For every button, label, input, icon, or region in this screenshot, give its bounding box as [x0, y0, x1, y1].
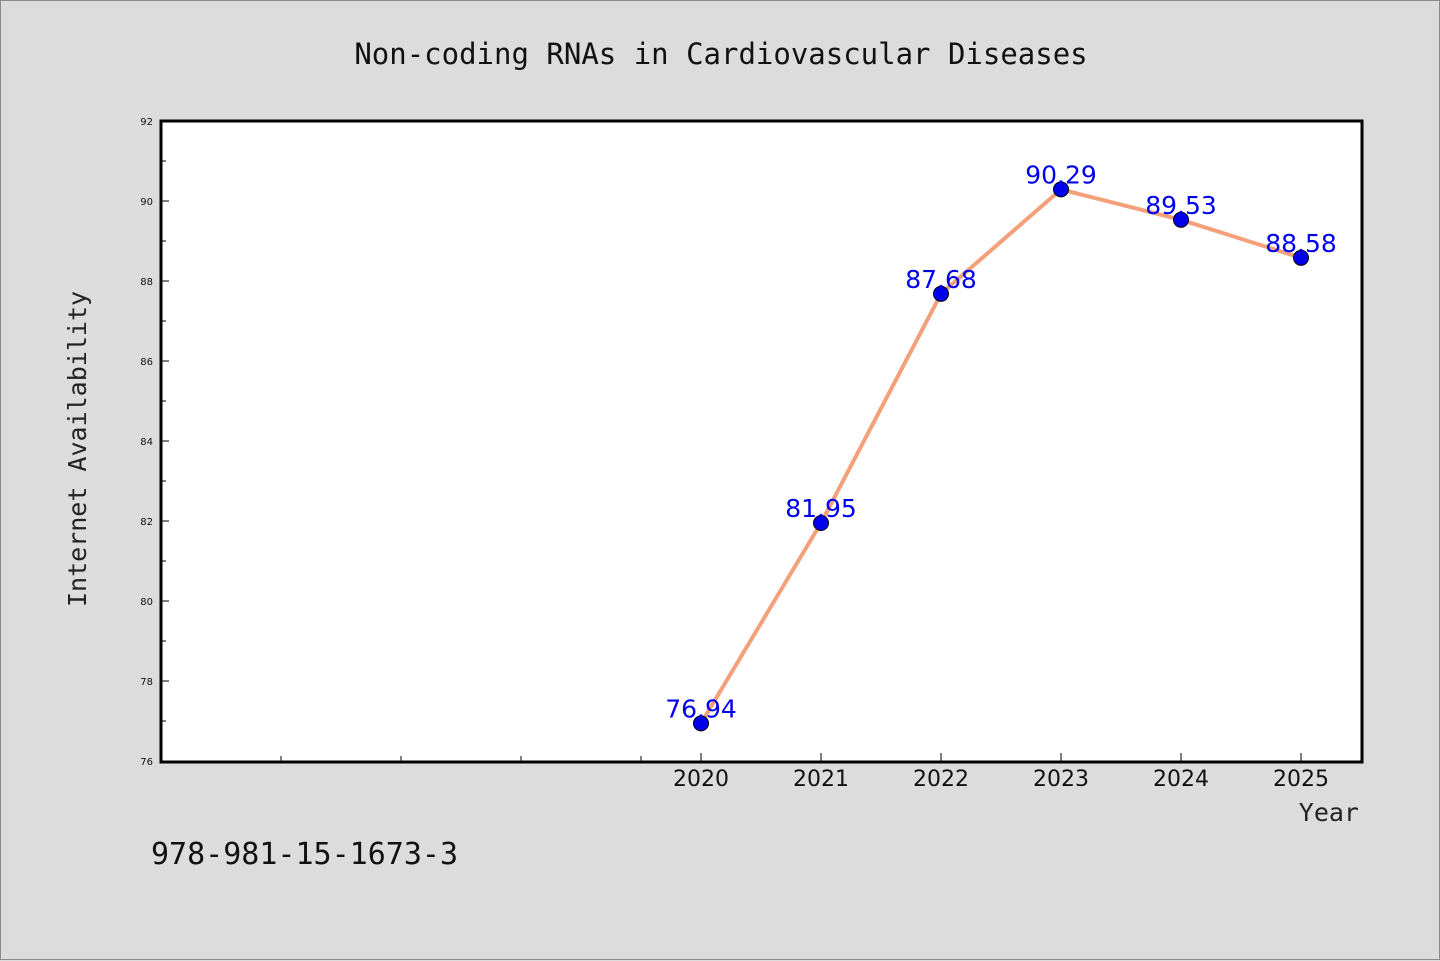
y-tick-label: 82 — [140, 517, 153, 528]
data-point — [813, 515, 829, 531]
data-label: 90.29 — [1025, 160, 1097, 189]
series-line-group — [699, 187, 1302, 725]
x-axis: 2020 2021 2022 2023 2024 2025 — [280, 753, 1329, 792]
y-tick-label: 90 — [140, 197, 153, 208]
chart-title: Non-coding RNAs in Cardiovascular Diseas… — [354, 37, 1087, 71]
data-label-group: 76.94 81.95 87.68 90.29 89.53 88.58 — [665, 160, 1337, 723]
marker-group — [693, 181, 1309, 732]
data-point — [933, 285, 949, 302]
data-point — [1173, 211, 1189, 228]
y-tick-label: 92 — [140, 117, 153, 128]
y-tick-label: 84 — [140, 437, 153, 448]
x-axis-label: Year — [1299, 798, 1359, 827]
x-tick-label: 2020 — [673, 767, 729, 792]
y-tick-label: 86 — [140, 357, 153, 368]
y-axis-label: Internet Availability — [63, 291, 92, 607]
y-axis: 76 78 80 82 84 86 88 90 92 — [140, 117, 169, 768]
series-line — [699, 187, 1302, 725]
x-tick-label: 2024 — [1153, 767, 1209, 792]
data-label: 81.95 — [785, 494, 857, 523]
y-tick-label: 80 — [140, 597, 153, 608]
data-point — [693, 715, 709, 732]
data-label: 87.68 — [905, 265, 977, 294]
isbn-code: 978-981-15-1673-3 — [151, 837, 458, 872]
x-tick-label: 2022 — [913, 767, 969, 792]
plot-area — [159, 119, 1364, 764]
data-point — [1293, 249, 1309, 266]
data-label: 88.58 — [1265, 229, 1337, 258]
y-tick-label: 88 — [140, 277, 153, 288]
x-tick-label: 2025 — [1273, 767, 1329, 792]
x-tick-label: 2021 — [793, 767, 849, 792]
data-point — [1053, 181, 1069, 198]
y-tick-label: 78 — [140, 677, 153, 688]
x-tick-label: 2023 — [1033, 767, 1089, 792]
data-label: 76.94 — [665, 694, 737, 723]
y-tick-label: 76 — [140, 757, 153, 768]
data-label: 89.53 — [1145, 191, 1217, 220]
